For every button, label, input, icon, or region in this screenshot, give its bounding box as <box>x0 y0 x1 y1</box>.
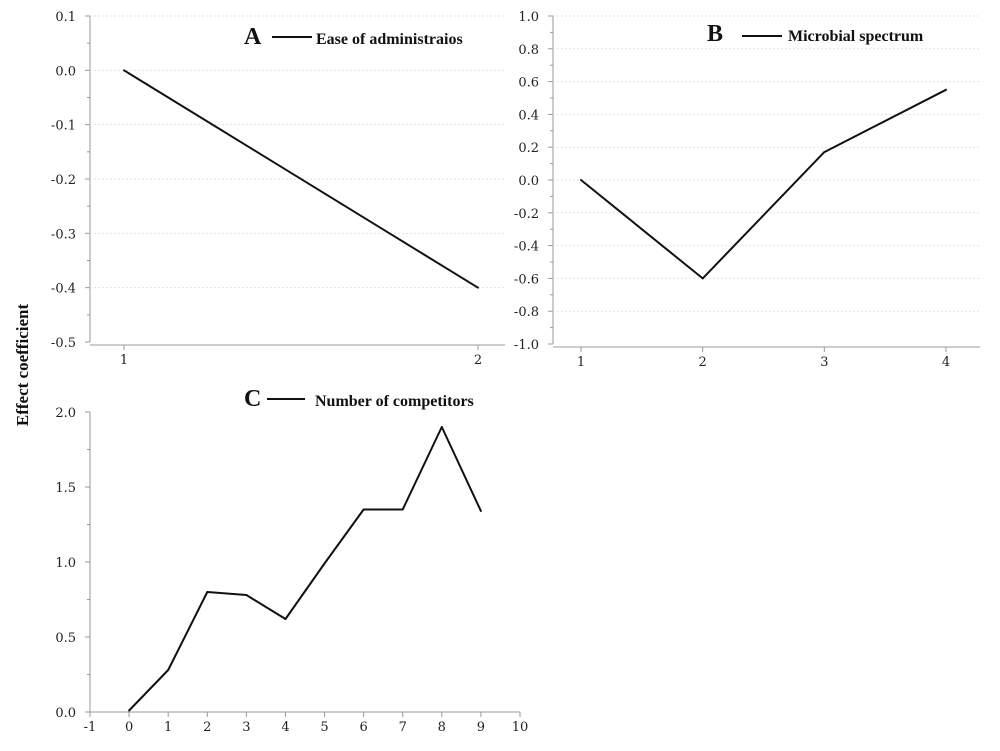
y-tick-label: -0.8 <box>514 305 539 320</box>
legend-label: Microbial spectrum <box>788 28 924 45</box>
x-tick-label: 8 <box>438 720 446 735</box>
x-tick-label: 4 <box>281 720 289 735</box>
y-axis-label: Effect coefficient <box>13 304 32 427</box>
y-tick-label: 0.6 <box>518 76 539 91</box>
series-line <box>580 88 947 280</box>
x-tick-label: 9 <box>477 720 485 735</box>
y-tick-label: 1.5 <box>55 481 76 496</box>
panel-letter: B <box>707 21 723 47</box>
x-tick-label: 6 <box>359 720 367 735</box>
x-tick-label: 0 <box>125 720 133 735</box>
data-point <box>284 618 287 620</box>
y-tick-label: 0.0 <box>518 174 539 189</box>
y-tick-label: -0.5 <box>51 336 76 351</box>
y-tick-label: 0.0 <box>55 64 76 79</box>
panel-letter: C <box>244 386 261 412</box>
y-tick-label: -0.3 <box>51 227 76 242</box>
data-point <box>477 286 479 289</box>
y-tick-label: 1.0 <box>55 556 76 571</box>
y-tick-label: 0.2 <box>518 141 539 156</box>
data-point <box>440 426 443 428</box>
x-tick-label: 1 <box>577 355 585 370</box>
x-tick-label: -1 <box>84 720 97 735</box>
panel-b: 1.0 0.8 0.6 0.4 0.2 0.0 -0.2 -0.4 -0.6 -0.8 -1.0 1 2… <box>514 10 980 370</box>
x-tick-label: 2 <box>203 720 211 735</box>
x-tick-label: 1 <box>164 720 172 735</box>
data-point <box>362 508 365 511</box>
legend-label: Number of competitors <box>315 393 474 410</box>
data-point <box>128 709 131 712</box>
y-tick-label: 1.0 <box>518 10 539 25</box>
data-point <box>945 88 947 91</box>
data-point <box>123 69 125 72</box>
x-tick-label: 4 <box>942 355 950 370</box>
data-point <box>401 508 404 511</box>
data-point <box>823 151 826 154</box>
panel-c: 2.0 1.5 1.0 0.5 0.0 -1 0 1 2 3 4 5 6 7 8 9 10 C Number of … <box>55 386 528 735</box>
x-tick-label: 10 <box>512 720 529 735</box>
y-tick-label: -1.0 <box>514 338 539 353</box>
data-point <box>167 669 170 671</box>
y-tick-label: -0.4 <box>51 282 76 297</box>
x-tick-label: 3 <box>242 720 250 735</box>
data-point <box>701 277 704 280</box>
y-tick-label: 0.0 <box>55 706 76 721</box>
panel-a: 0.1 0.0 -0.1 -0.2 -0.3 -0.4 -0.5 1 2 A Ease of adm… <box>51 10 505 368</box>
data-point <box>323 562 326 565</box>
x-tick-label: 3 <box>820 355 828 370</box>
data-point <box>206 591 209 593</box>
data-point <box>580 179 582 181</box>
series-line <box>128 426 482 712</box>
y-tick-label: 2.0 <box>55 406 76 421</box>
x-tick-label: 1 <box>120 353 128 368</box>
panel-letter: A <box>244 24 262 50</box>
y-tick-label: 0.1 <box>55 10 76 25</box>
series-line <box>123 69 479 289</box>
data-point <box>479 510 482 512</box>
y-tick-label: -0.1 <box>51 119 76 134</box>
x-tick-label: 2 <box>699 355 707 370</box>
y-tick-label: -0.4 <box>514 240 539 255</box>
y-tick-label: 0.4 <box>518 108 539 123</box>
y-tick-label: 0.8 <box>518 43 539 58</box>
y-tick-label: -0.6 <box>514 272 539 287</box>
y-tick-label: -0.2 <box>514 207 539 222</box>
legend-label: Ease of administraios <box>316 31 463 48</box>
y-tick-label: -0.2 <box>51 173 76 188</box>
data-point <box>245 594 248 596</box>
x-tick-label: 5 <box>320 720 328 735</box>
x-tick-label: 7 <box>399 720 407 735</box>
x-tick-label: 2 <box>474 353 482 368</box>
y-tick-label: 0.5 <box>55 631 76 646</box>
